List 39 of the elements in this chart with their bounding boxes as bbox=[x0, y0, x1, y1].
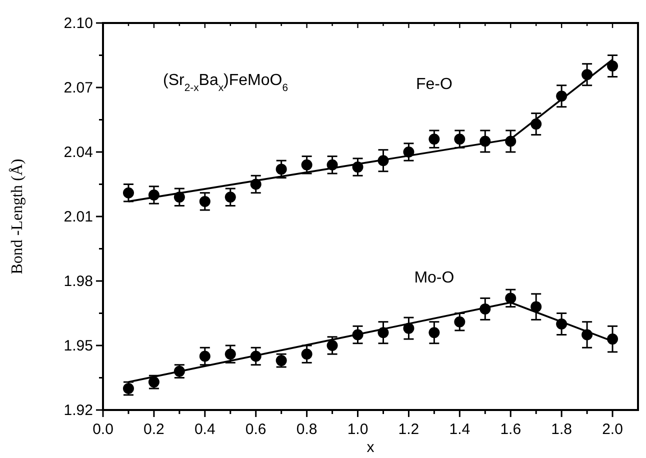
series-label: Mo-O bbox=[414, 270, 454, 287]
x-tick-label: 1.2 bbox=[398, 421, 420, 438]
y-tick-label: 2.10 bbox=[64, 15, 93, 32]
x-tick-label: 1.6 bbox=[500, 421, 522, 438]
point bbox=[301, 159, 312, 170]
point bbox=[122, 187, 134, 198]
point bbox=[454, 134, 466, 145]
point bbox=[224, 348, 236, 360]
point bbox=[607, 60, 618, 72]
point bbox=[428, 134, 440, 145]
annotation: (Sr$_{2-x}$Ba$_{x}$)FeMoO$_{6}$ bbox=[163, 72, 288, 94]
x-tick-label: 2.0 bbox=[602, 421, 623, 438]
y-tick-label: 2.01 bbox=[64, 208, 93, 226]
text: Fe-O bbox=[416, 76, 452, 94]
y-tick-label: 2.07 bbox=[64, 80, 93, 96]
point bbox=[530, 301, 542, 312]
x-tick-label: 0.4 bbox=[194, 421, 216, 438]
x-tick-label: 0.6 bbox=[245, 421, 266, 438]
point bbox=[199, 350, 210, 362]
y-tick-label: 1.95 bbox=[64, 338, 93, 354]
x-tick-label: 1.4 bbox=[449, 421, 470, 438]
x-tick-label: 1.8 bbox=[551, 421, 572, 438]
point bbox=[454, 316, 466, 328]
point bbox=[224, 192, 236, 203]
y-tick-label: 2.04 bbox=[64, 144, 93, 161]
point bbox=[199, 196, 210, 207]
point bbox=[276, 164, 287, 175]
x-tick-label: 1.0 bbox=[347, 421, 368, 438]
x-tick-label: 0.0 bbox=[92, 421, 114, 438]
point bbox=[428, 327, 440, 338]
point bbox=[301, 348, 312, 360]
x-axis-title: x bbox=[366, 439, 375, 456]
point bbox=[326, 340, 338, 351]
point bbox=[505, 292, 516, 304]
y-tick-label: 1.92 bbox=[64, 402, 93, 419]
y-axis-title: Bond -Length (Å) bbox=[8, 158, 26, 274]
y-tick-label: 1.98 bbox=[64, 273, 93, 290]
x-tick-label: 0.8 bbox=[296, 421, 318, 438]
x-tick-label: 0.2 bbox=[144, 421, 164, 438]
